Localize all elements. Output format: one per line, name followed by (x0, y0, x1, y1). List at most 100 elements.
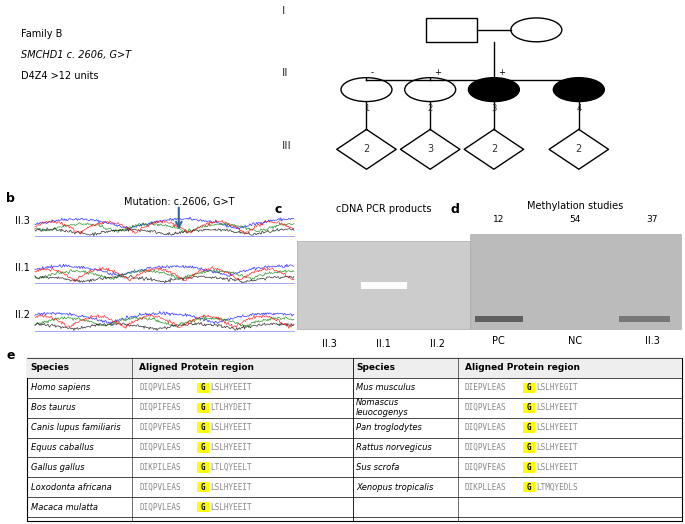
Text: NC: NC (569, 336, 582, 346)
Bar (197, 402, 210, 413)
Text: LSLHYEEIT: LSLHYEEIT (536, 463, 577, 472)
Text: DIQPVLEAS: DIQPVLEAS (464, 423, 506, 432)
Text: G: G (201, 423, 206, 432)
Text: LSLHYEEIT: LSLHYEEIT (210, 423, 252, 432)
Text: Methylation studies: Methylation studies (527, 201, 623, 211)
Text: 2: 2 (363, 144, 370, 155)
Text: II.1: II.1 (15, 263, 29, 273)
Text: II: II (282, 68, 288, 78)
Text: DIQPIFEAS: DIQPIFEAS (139, 403, 181, 412)
Text: Gallus gallus: Gallus gallus (31, 463, 84, 472)
Text: b: b (6, 192, 15, 205)
Text: LSLHYEEIT: LSLHYEEIT (536, 403, 577, 412)
Text: DIQPVFEAS: DIQPVFEAS (464, 463, 506, 472)
Text: SMCHD1 c. 2606, G>T: SMCHD1 c. 2606, G>T (21, 50, 131, 60)
Text: DIEPVLEAS: DIEPVLEAS (464, 384, 506, 392)
Circle shape (469, 78, 519, 102)
Text: LSLHYEEIT: LSLHYEEIT (210, 384, 252, 392)
Text: 3: 3 (491, 104, 497, 113)
Text: II.3: II.3 (645, 336, 660, 346)
Text: 37: 37 (647, 215, 658, 224)
Bar (470, 234, 681, 329)
Text: Rattus norvegicus: Rattus norvegicus (356, 443, 432, 452)
Text: Mus musculus: Mus musculus (356, 384, 415, 392)
Text: DIQPVLEAS: DIQPVLEAS (464, 403, 506, 412)
Circle shape (405, 78, 456, 102)
Text: Canis lupus familiaris: Canis lupus familiaris (31, 423, 120, 432)
FancyBboxPatch shape (426, 18, 477, 42)
Text: LTLHYDEIT: LTLHYDEIT (210, 403, 252, 412)
Text: II.1: II.1 (376, 340, 391, 350)
Bar (523, 422, 535, 433)
Bar (523, 482, 535, 493)
Text: G: G (201, 384, 206, 392)
Bar (297, 241, 470, 329)
Bar (27, 358, 682, 378)
Text: G: G (201, 463, 206, 472)
Bar (523, 383, 535, 393)
Text: PC: PC (493, 336, 505, 346)
Bar (523, 402, 535, 413)
Text: G: G (201, 483, 206, 492)
Text: Homo sapiens: Homo sapiens (31, 384, 90, 392)
Text: Equus caballus: Equus caballus (31, 443, 93, 452)
Text: G: G (201, 403, 206, 412)
Bar (197, 442, 210, 453)
Text: 1: 1 (364, 104, 369, 113)
Text: Species: Species (31, 364, 70, 373)
Bar (197, 422, 210, 433)
Text: DIQPVLEAS: DIQPVLEAS (464, 443, 506, 452)
Bar (360, 282, 407, 289)
Text: LSLHYEEIT: LSLHYEEIT (536, 423, 577, 432)
Text: 2: 2 (427, 104, 433, 113)
Text: Xenopus tropicalis: Xenopus tropicalis (356, 483, 434, 492)
Text: DIQPVFEAS: DIQPVFEAS (139, 423, 181, 432)
Text: LSLHYEGIT: LSLHYEGIT (536, 384, 577, 392)
Text: Loxodonta africana: Loxodonta africana (31, 483, 112, 492)
Text: G: G (201, 503, 206, 511)
Text: Aligned Protein region: Aligned Protein region (464, 364, 580, 373)
Text: II.2: II.2 (429, 340, 445, 350)
Text: G: G (526, 423, 531, 432)
Text: cDNA PCR products: cDNA PCR products (336, 204, 432, 214)
Text: 2: 2 (575, 144, 582, 155)
Text: 54: 54 (570, 215, 581, 224)
Text: G: G (526, 443, 531, 452)
Circle shape (341, 78, 392, 102)
Circle shape (511, 18, 562, 42)
Text: G: G (526, 403, 531, 412)
Text: LTLQYEELT: LTLQYEELT (210, 463, 252, 472)
Bar (619, 316, 670, 322)
Text: LSLHYEEIT: LSLHYEEIT (210, 503, 252, 511)
Bar (475, 316, 523, 322)
Text: Aligned Protein region: Aligned Protein region (139, 364, 254, 373)
Text: Mutation: c.2606, G>T: Mutation: c.2606, G>T (123, 197, 234, 207)
Text: II.3: II.3 (323, 340, 337, 350)
Text: Sus scrofa: Sus scrofa (356, 463, 399, 472)
Text: DIKPLLEAS: DIKPLLEAS (464, 483, 506, 492)
Text: e: e (7, 350, 15, 363)
Text: DIQPVLEAS: DIQPVLEAS (139, 483, 181, 492)
Text: +: + (434, 68, 441, 77)
Bar (523, 442, 535, 453)
Text: LTMQYEDLS: LTMQYEDLS (536, 483, 577, 492)
Bar (197, 462, 210, 473)
Text: G: G (201, 443, 206, 452)
Text: DIQPVLEAS: DIQPVLEAS (139, 503, 181, 511)
Text: +: + (498, 68, 505, 77)
Text: LSLHYEEIT: LSLHYEEIT (536, 443, 577, 452)
Text: Pan troglodytes: Pan troglodytes (356, 423, 422, 432)
Text: I: I (282, 6, 285, 16)
Text: 12: 12 (493, 215, 504, 224)
Text: LSLHYEEIT: LSLHYEEIT (210, 443, 252, 452)
Text: DIQPVLEAS: DIQPVLEAS (139, 443, 181, 452)
Bar (197, 482, 210, 493)
Circle shape (553, 78, 604, 102)
Text: Bos taurus: Bos taurus (31, 403, 75, 412)
Bar (523, 462, 535, 473)
Text: DIQPVLEAS: DIQPVLEAS (139, 384, 181, 392)
Text: 2: 2 (490, 144, 497, 155)
Text: III: III (282, 141, 291, 151)
Text: Family B: Family B (21, 29, 62, 39)
Text: d: d (451, 203, 460, 216)
